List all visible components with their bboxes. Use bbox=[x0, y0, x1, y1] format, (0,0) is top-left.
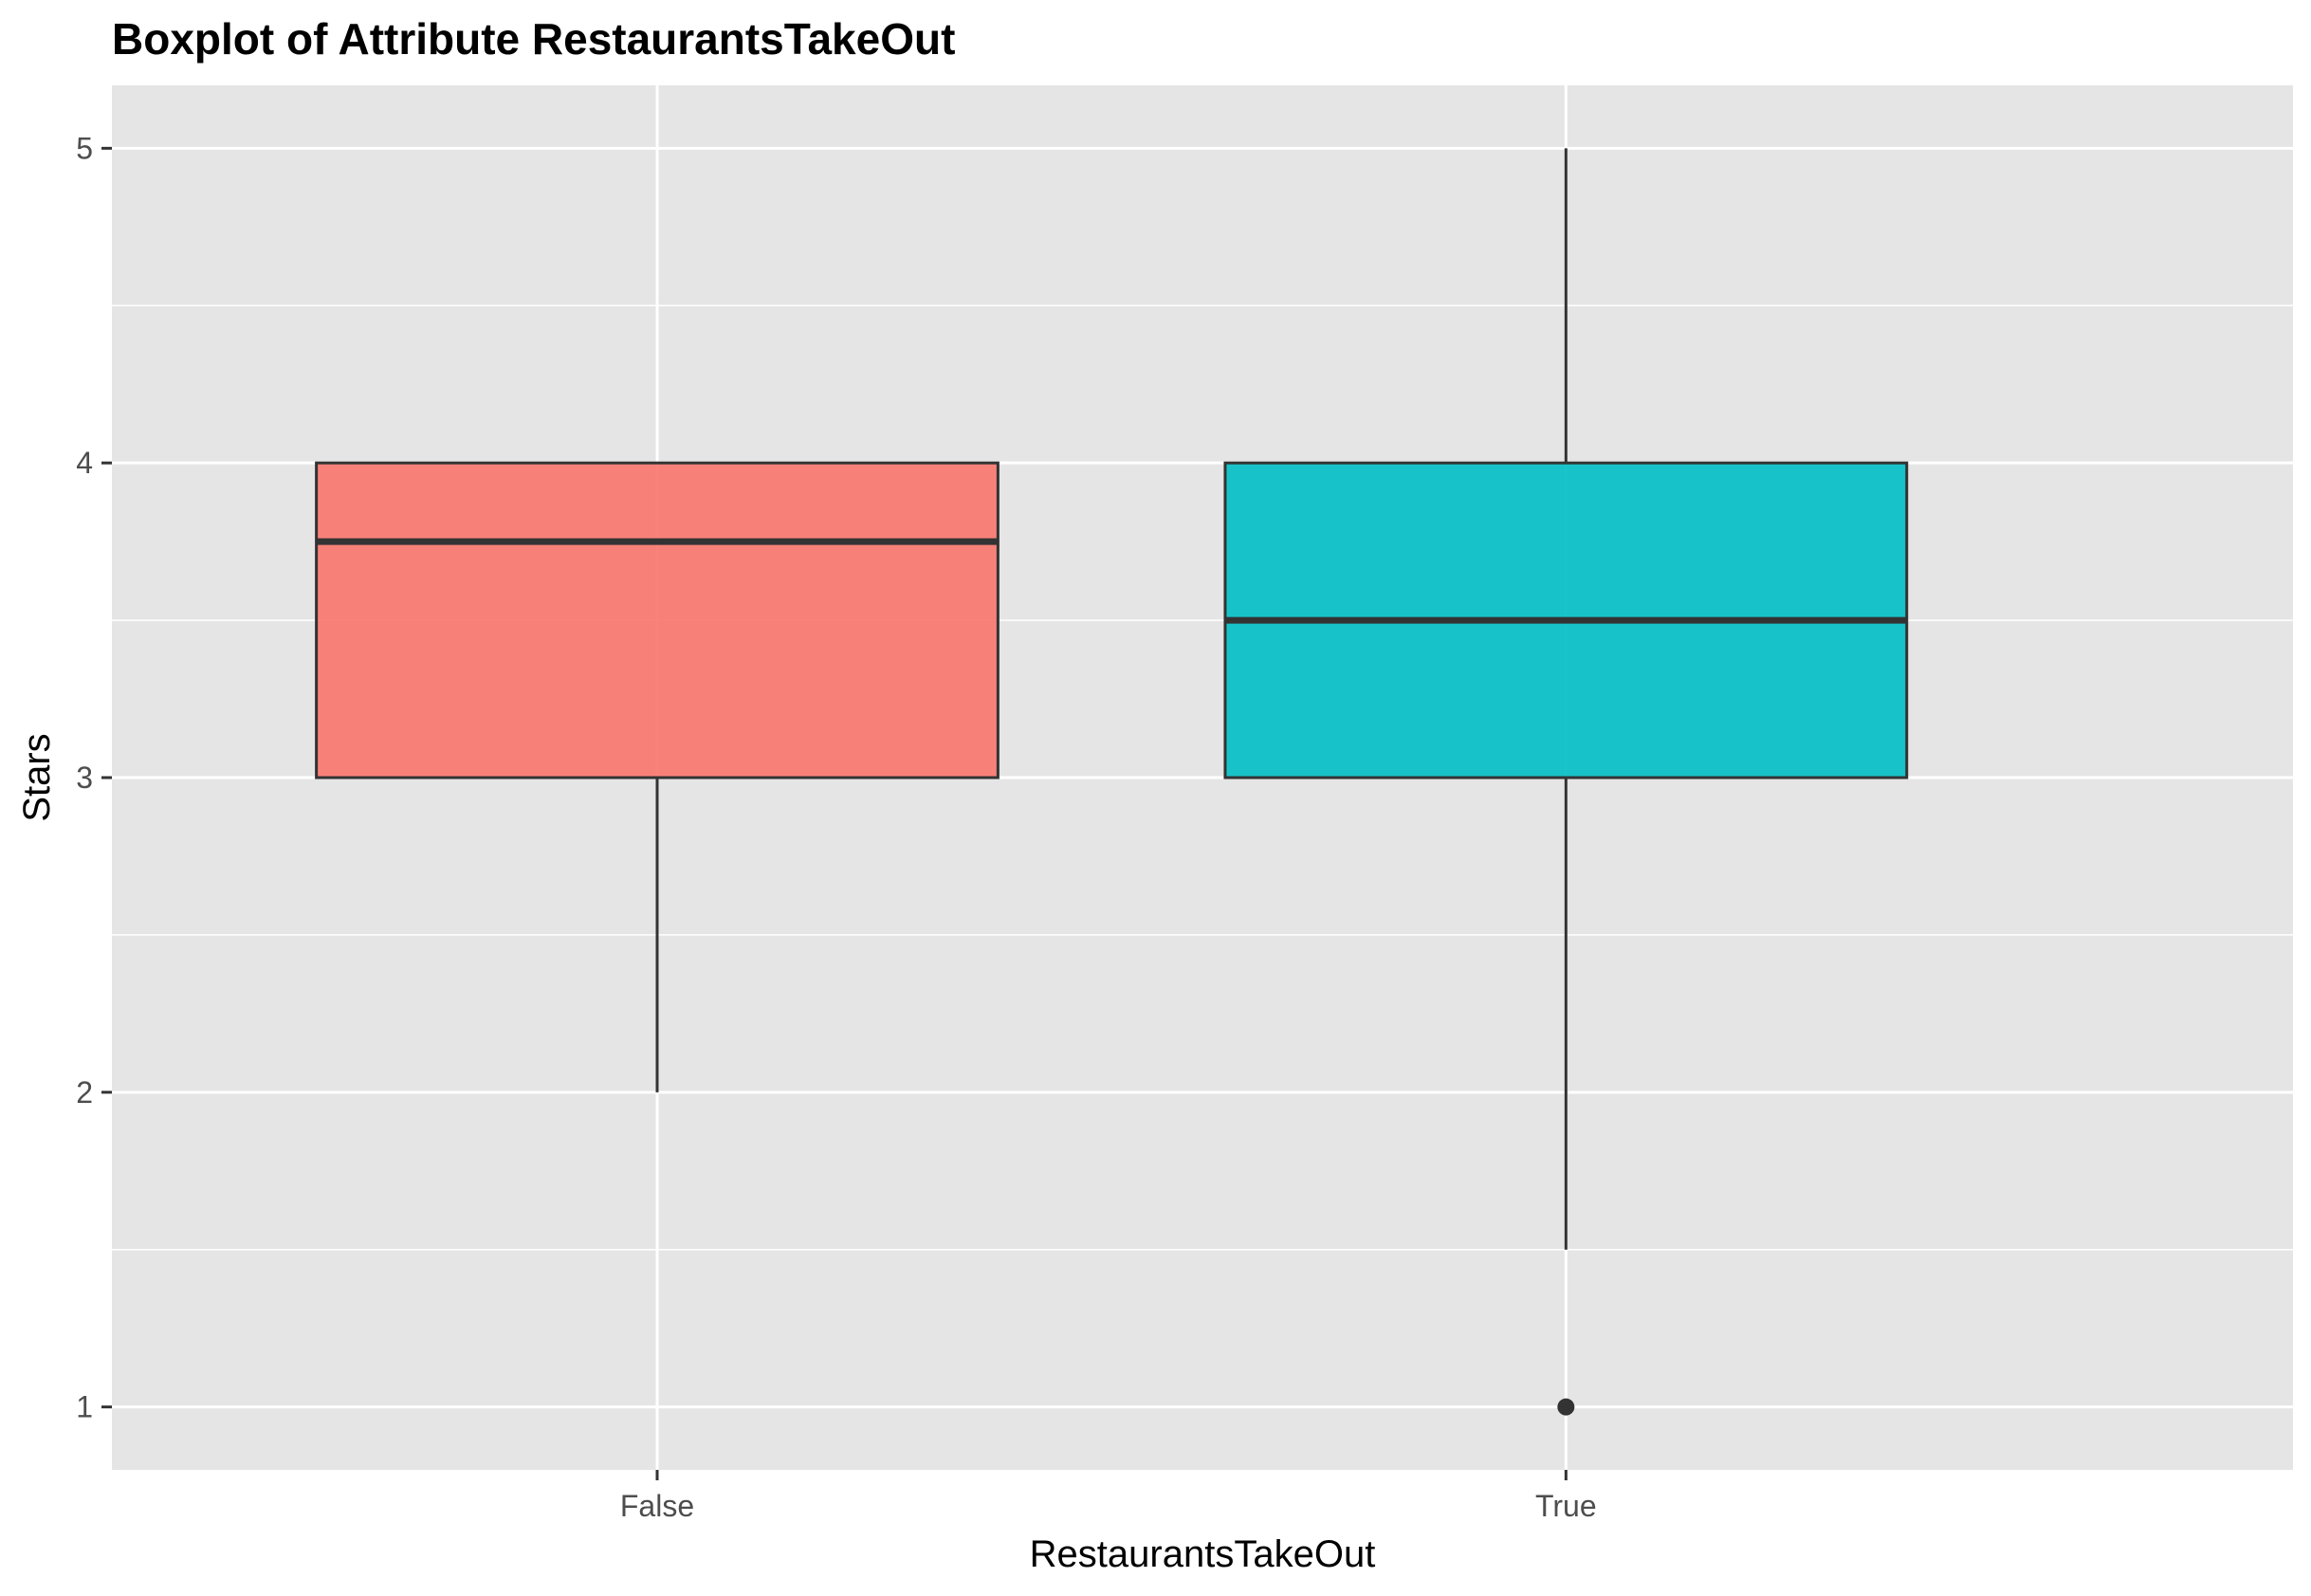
x-axis-title: RestaurantsTakeOut bbox=[1030, 1533, 1376, 1575]
y-tick-label: 3 bbox=[76, 761, 93, 795]
boxes-layer bbox=[315, 148, 1909, 1416]
y-tick-label: 4 bbox=[76, 446, 93, 480]
y-tick-label: 2 bbox=[76, 1075, 93, 1110]
x-tick-label: True bbox=[1535, 1489, 1597, 1523]
y-tick-label: 1 bbox=[76, 1390, 93, 1424]
y-axis-title: Stars bbox=[16, 733, 58, 821]
outlier-point bbox=[1557, 1398, 1575, 1416]
box-body bbox=[315, 461, 1000, 780]
y-tick-label: 5 bbox=[76, 131, 93, 165]
box-false bbox=[315, 461, 1000, 1092]
y-axis: 1 2 3 4 5 bbox=[76, 131, 112, 1424]
x-axis: False True bbox=[620, 1470, 1597, 1523]
box-true bbox=[1223, 148, 1909, 1416]
x-tick-label: False bbox=[620, 1489, 694, 1523]
chart-title: Boxplot of Attribute RestaurantsTakeOut bbox=[112, 14, 955, 64]
